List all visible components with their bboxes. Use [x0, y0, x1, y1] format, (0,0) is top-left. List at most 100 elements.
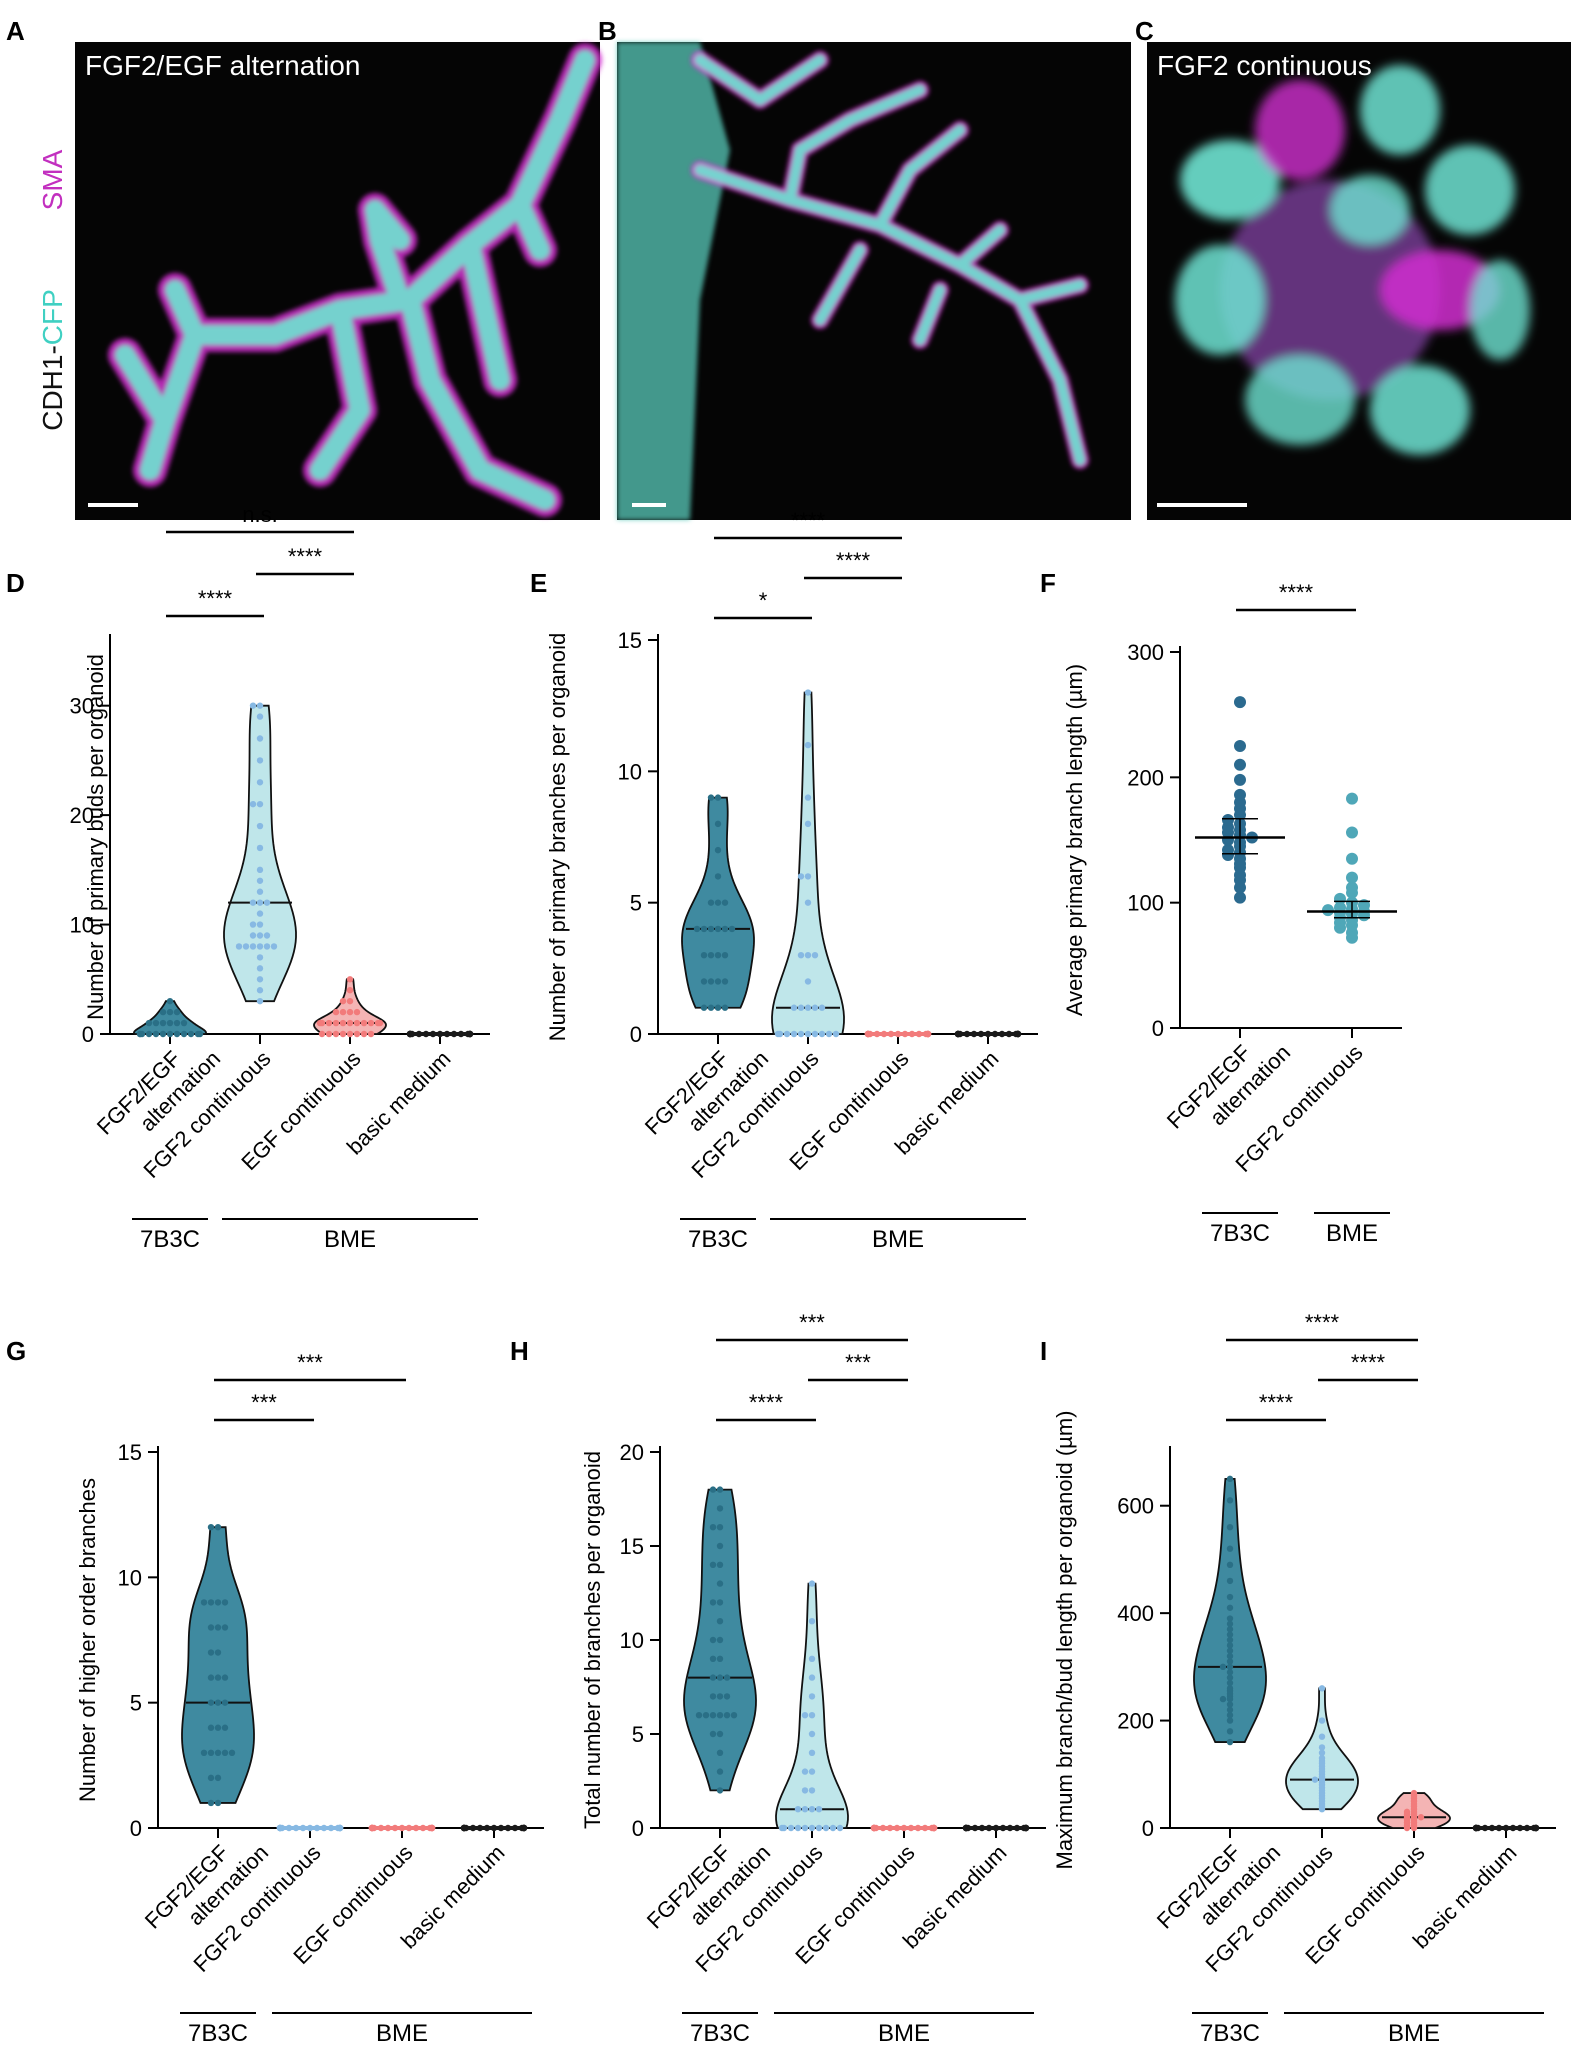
data-point: [1022, 1824, 1030, 1832]
data-point: [808, 1806, 816, 1813]
chart-panel-i: I 0 200 400 600 Maximum branch/bud length per…: [1040, 1310, 1556, 2047]
data-point: [256, 888, 264, 895]
data-point: [716, 1674, 724, 1681]
data-point: [173, 1008, 181, 1016]
y-tick-label: 5: [630, 891, 642, 916]
data-point: [367, 1019, 375, 1027]
organoid-a: [108, 43, 602, 517]
data-point: [1226, 1615, 1234, 1622]
data-point: [256, 954, 264, 961]
data-point: [497, 1824, 505, 1832]
data-point: [391, 1824, 399, 1832]
scale-bar-a: [88, 503, 138, 507]
data-point: [1226, 1604, 1234, 1611]
data-point: [822, 1824, 830, 1832]
data-point: [707, 952, 715, 959]
y-tick-label: 0: [630, 1022, 642, 1047]
data-point: [716, 1505, 724, 1512]
data-point: [815, 1824, 823, 1832]
data-point: [1226, 1712, 1234, 1719]
data-point: [1226, 1593, 1234, 1601]
data-point: [346, 987, 354, 994]
data-point: [921, 1824, 929, 1832]
data-point: [887, 1030, 895, 1038]
data-point: [152, 1019, 160, 1027]
data-point: [316, 1019, 324, 1027]
organoid-c: [1175, 65, 1530, 455]
data-point: [214, 1524, 222, 1531]
y-axis-label: Maximum branch/bud length per organoid (…: [1052, 1410, 1077, 1869]
data-point: [339, 1008, 347, 1016]
data-point: [1226, 1475, 1234, 1483]
data-point: [808, 1693, 816, 1700]
data-point: [886, 1824, 894, 1832]
data-point: [450, 1030, 458, 1038]
x-tick-label: FGF2/EGFalternation: [140, 1820, 273, 1953]
data-point: [790, 1004, 798, 1011]
data-point: [483, 1824, 491, 1832]
panel-letter: G: [6, 1336, 26, 1366]
data-point: [864, 1030, 872, 1038]
y-tick-label: 10: [70, 913, 94, 938]
data-point: [221, 1674, 229, 1681]
data-point: [714, 820, 722, 828]
data-point: [490, 1824, 498, 1832]
data-point: [320, 1824, 328, 1832]
data-point: [836, 1824, 844, 1832]
data-point: [292, 1824, 300, 1832]
data-point: [716, 1524, 724, 1531]
data-point: [970, 1030, 978, 1038]
data-point: [721, 952, 729, 959]
data-point: [790, 1030, 798, 1038]
data-point: [930, 1824, 938, 1832]
y-tick-label: 200: [1127, 765, 1164, 790]
y-tick-label: 10: [620, 1628, 644, 1653]
data-point: [325, 1030, 333, 1038]
data-point: [256, 921, 264, 928]
data-point: [214, 1749, 222, 1757]
group-label: BME: [1388, 2020, 1440, 2047]
y-tick-label: 0: [130, 1816, 142, 1841]
x-tick-label: FGF2/EGFalternation: [92, 1026, 225, 1159]
y-tick-label: 200: [1117, 1709, 1154, 1734]
data-point: [1226, 1620, 1234, 1628]
data-point: [984, 1030, 992, 1038]
chart-panel-e: E 0 5 10 15 Number of primary branches per or…: [530, 508, 1038, 1253]
data-point: [716, 1542, 724, 1550]
data-point: [256, 899, 264, 906]
violin-body: [133, 1000, 207, 1035]
data-point: [353, 1019, 361, 1027]
data-point: [249, 921, 257, 928]
organoid-b-cyan: [694, 54, 1086, 466]
data-point: [716, 1486, 724, 1493]
data-point: [714, 1004, 722, 1011]
data-point: [1006, 1824, 1014, 1832]
data-point: [1234, 758, 1246, 771]
data-point: [377, 1824, 385, 1832]
data-point: [1226, 1701, 1234, 1708]
data-point: [716, 1749, 724, 1757]
data-point: [145, 1019, 153, 1027]
organoid-b: [691, 51, 1089, 469]
data-point: [870, 1824, 878, 1832]
data-point: [207, 1674, 215, 1681]
data-point: [962, 1824, 970, 1832]
data-point: [256, 943, 264, 950]
data-point: [353, 1008, 361, 1016]
data-point: [1495, 1824, 1503, 1832]
group-label: 7B3C: [1200, 2020, 1260, 2047]
data-point: [832, 1030, 840, 1038]
data-point: [332, 1019, 340, 1027]
data-point: [242, 943, 250, 950]
data-point: [1226, 1738, 1234, 1746]
group-label: 7B3C: [188, 2020, 248, 2047]
data-point: [1226, 1679, 1234, 1687]
data-point: [709, 1730, 717, 1738]
panel-letter: I: [1040, 1336, 1047, 1366]
data-point: [1222, 844, 1234, 857]
data-point: [166, 997, 174, 1005]
data-point: [908, 1030, 916, 1038]
significance-label: ***: [799, 1310, 825, 1335]
y-tick-label: 30: [70, 694, 94, 719]
